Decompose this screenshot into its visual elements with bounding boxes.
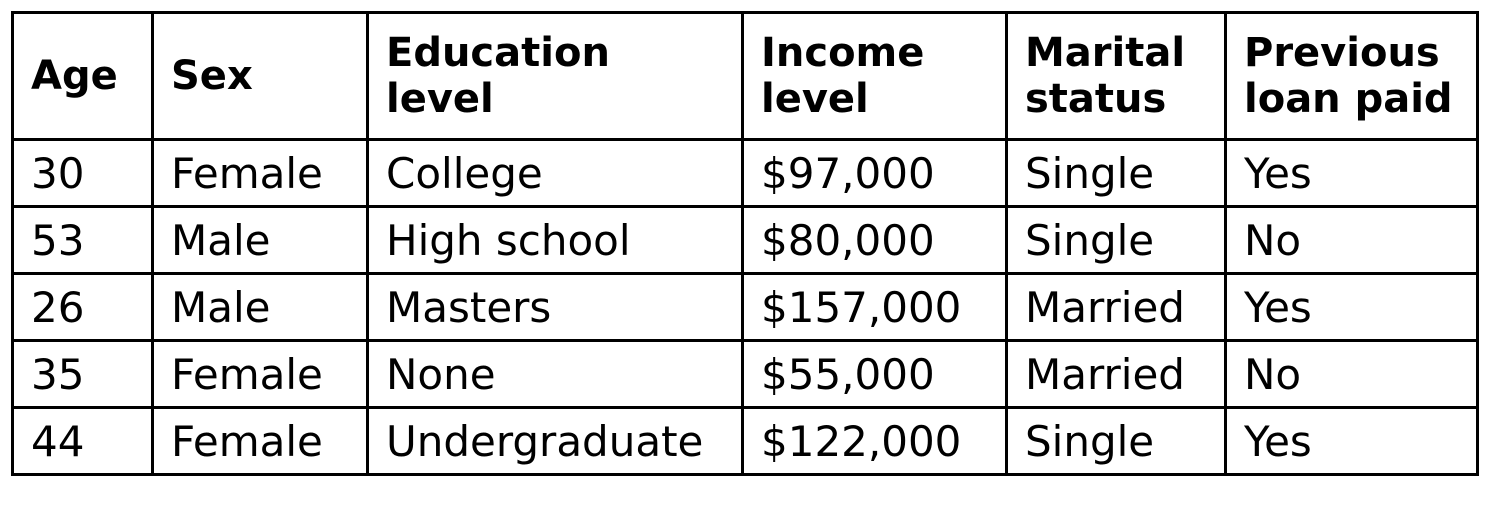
header-sex: Sex [151, 11, 369, 141]
table-body: 30 Female College $97,000 Single Yes 53 … [11, 138, 1479, 476]
header-income-line-2: level [761, 76, 869, 122]
table-row: 53 Male High school $80,000 Single No [11, 205, 1479, 275]
table-header: Age Sex Education level Income level Mar… [11, 11, 1479, 141]
header-education-line-2: level [386, 76, 494, 122]
header-sex-line-1: Sex [171, 53, 253, 99]
cell-age: 26 [11, 272, 154, 342]
cell-education-level: Undergraduate [366, 406, 744, 476]
cell-previous-loan-paid: Yes [1224, 138, 1479, 208]
cell-age: 44 [11, 406, 154, 476]
cell-marital-status: Single [1005, 205, 1227, 275]
cell-previous-loan-paid: No [1224, 205, 1479, 275]
cell-education-level: Masters [366, 272, 744, 342]
header-age: Age [11, 11, 154, 141]
cell-sex: Female [151, 406, 369, 476]
cell-sex: Female [151, 339, 369, 409]
header-income-line-1: Income [761, 30, 925, 76]
cell-income-level: $122,000 [741, 406, 1008, 476]
header-education-level: Education level [366, 11, 744, 141]
cell-income-level: $157,000 [741, 272, 1008, 342]
header-loan-line-1: Previous [1244, 30, 1440, 76]
table-row: 30 Female College $97,000 Single Yes [11, 138, 1479, 208]
cell-sex: Male [151, 272, 369, 342]
data-table: Age Sex Education level Income level Mar… [11, 11, 1479, 476]
cell-education-level: High school [366, 205, 744, 275]
header-marital-line-2: status [1025, 76, 1167, 122]
cell-education-level: None [366, 339, 744, 409]
table-container: Age Sex Education level Income level Mar… [11, 11, 1479, 476]
cell-marital-status: Married [1005, 339, 1227, 409]
cell-previous-loan-paid: Yes [1224, 272, 1479, 342]
cell-previous-loan-paid: Yes [1224, 406, 1479, 476]
cell-income-level: $80,000 [741, 205, 1008, 275]
header-loan-line-2: loan paid [1244, 76, 1453, 122]
cell-sex: Female [151, 138, 369, 208]
cell-income-level: $55,000 [741, 339, 1008, 409]
cell-age: 30 [11, 138, 154, 208]
header-education-line-1: Education [386, 30, 610, 76]
cell-age: 53 [11, 205, 154, 275]
header-income-level: Income level [741, 11, 1008, 141]
cell-marital-status: Married [1005, 272, 1227, 342]
cell-marital-status: Single [1005, 138, 1227, 208]
cell-age: 35 [11, 339, 154, 409]
table-row: 44 Female Undergraduate $122,000 Single … [11, 406, 1479, 476]
header-previous-loan-paid: Previous loan paid [1224, 11, 1479, 141]
cell-sex: Male [151, 205, 369, 275]
cell-marital-status: Single [1005, 406, 1227, 476]
cell-education-level: College [366, 138, 744, 208]
cell-previous-loan-paid: No [1224, 339, 1479, 409]
header-age-line-1: Age [31, 53, 118, 99]
header-marital-status: Marital status [1005, 11, 1227, 141]
header-marital-line-1: Marital [1025, 30, 1186, 76]
cell-income-level: $97,000 [741, 138, 1008, 208]
header-row: Age Sex Education level Income level Mar… [11, 11, 1479, 141]
table-row: 26 Male Masters $157,000 Married Yes [11, 272, 1479, 342]
table-row: 35 Female None $55,000 Married No [11, 339, 1479, 409]
